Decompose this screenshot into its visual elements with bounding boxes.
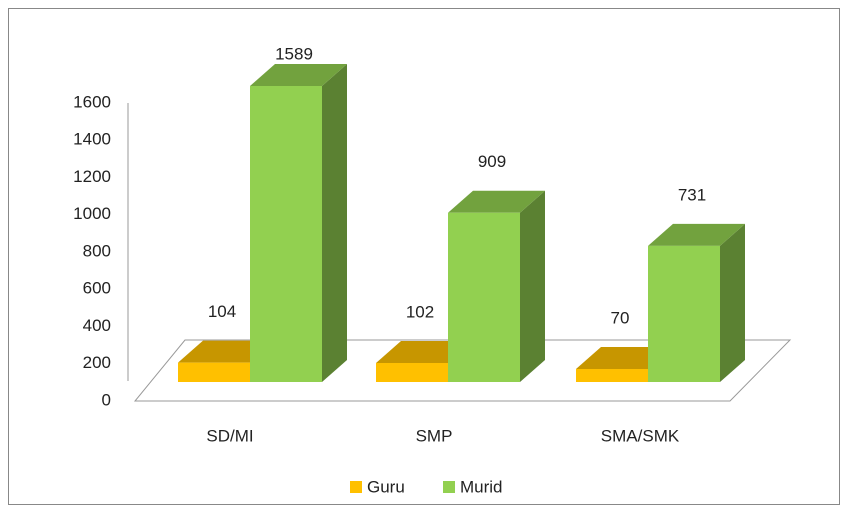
legend-swatch	[443, 481, 455, 493]
bar-top	[648, 223, 745, 246]
bar	[250, 64, 347, 382]
value-label: 104	[208, 302, 236, 321]
bar-side	[322, 64, 347, 382]
y-tick-label: 1600	[73, 92, 111, 111]
y-tick-label: 200	[83, 353, 111, 372]
y-tick-label: 1000	[73, 204, 111, 223]
bar-side	[520, 190, 545, 382]
y-tick-label: 1400	[73, 130, 111, 149]
bar-front	[648, 245, 720, 382]
bar-front	[376, 363, 448, 382]
legend-label: Guru	[367, 477, 405, 496]
bar-front	[250, 86, 322, 382]
x-tick-label: SMA/SMK	[601, 426, 680, 445]
x-tick-label: SD/MI	[206, 426, 253, 445]
value-label: 731	[678, 185, 706, 204]
bar-top	[448, 190, 545, 213]
x-tick-label: SMP	[416, 426, 453, 445]
legend-swatch	[350, 481, 362, 493]
y-tick-label: 600	[83, 279, 111, 298]
floor	[133, 339, 792, 402]
bar-front	[448, 212, 520, 382]
bar-side	[720, 223, 745, 382]
value-label: 102	[406, 302, 434, 321]
bar	[448, 190, 545, 382]
y-tick-label: 0	[102, 390, 111, 409]
bar-front	[576, 368, 648, 382]
y-tick-label: 400	[83, 316, 111, 335]
legend-label: Murid	[460, 477, 503, 496]
value-label: 1589	[275, 44, 313, 63]
value-label: 70	[611, 308, 630, 327]
bar	[648, 223, 745, 382]
bar-top	[250, 64, 347, 87]
bar-front	[178, 362, 250, 382]
value-label: 909	[478, 152, 506, 171]
y-tick-label: 1200	[73, 167, 111, 186]
y-tick-label: 800	[83, 241, 111, 260]
